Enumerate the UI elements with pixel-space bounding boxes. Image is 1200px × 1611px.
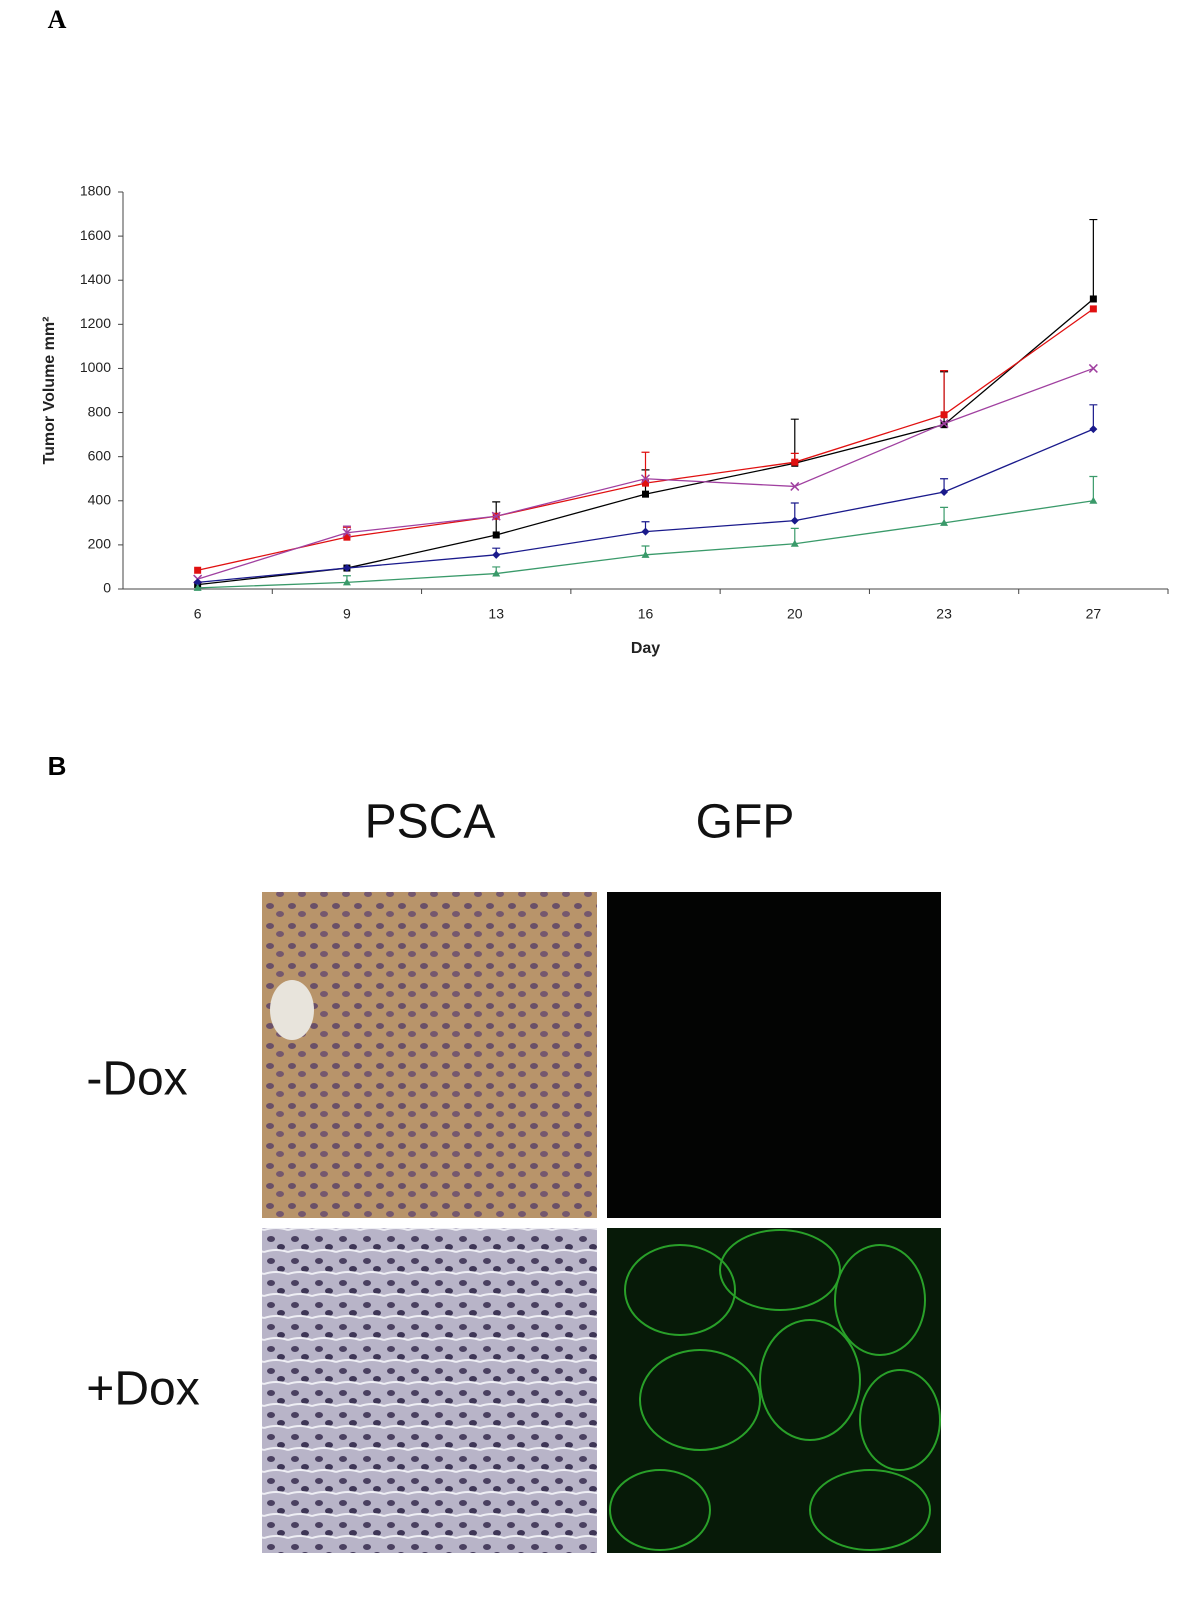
marker <box>194 566 202 574</box>
micrograph-detail <box>270 980 314 1040</box>
marker <box>1089 295 1097 303</box>
marker <box>642 479 649 487</box>
marker <box>193 578 202 587</box>
marker <box>342 564 351 573</box>
x-tick-label: 6 <box>194 606 202 622</box>
y-tick-label: 800 <box>88 403 112 419</box>
micrograph <box>262 892 597 1218</box>
x-tick-label: 27 <box>1086 606 1102 622</box>
marker <box>492 569 501 577</box>
x-tick-label: 13 <box>488 606 504 622</box>
marker <box>1089 496 1098 504</box>
y-tick-label: 1600 <box>80 227 111 243</box>
panel-label: A <box>48 5 67 34</box>
x-tick-label: 20 <box>787 606 803 622</box>
marker <box>640 474 651 484</box>
y-tick-label: 1000 <box>80 359 111 375</box>
marker <box>940 421 948 429</box>
marker <box>491 511 501 521</box>
y-axis-title: Tumor Volume mm² <box>41 317 58 465</box>
marker <box>790 539 799 547</box>
marker <box>641 527 650 536</box>
y-tick-label: 600 <box>88 447 112 463</box>
x-tick-label: 23 <box>936 606 952 622</box>
x-tick-label: 16 <box>638 606 654 622</box>
x-axis-title: Day <box>631 640 660 657</box>
marker <box>342 528 352 538</box>
y-tick-label: 400 <box>88 491 112 507</box>
micrograph <box>262 1228 597 1553</box>
series-line <box>197 298 1094 586</box>
micrograph <box>607 1228 941 1553</box>
micrograph-detail <box>609 1229 941 1551</box>
marker <box>492 550 501 559</box>
marker <box>1089 305 1097 313</box>
marker <box>343 533 351 541</box>
marker <box>641 550 650 558</box>
error-bar <box>1089 404 1098 430</box>
y-tick-label: 1400 <box>80 271 111 287</box>
panel-label: B <box>48 751 67 781</box>
marker <box>1088 363 1098 373</box>
row-label: -Dox <box>86 1053 187 1106</box>
marker <box>492 531 500 539</box>
marker <box>939 419 949 429</box>
marker <box>342 578 351 586</box>
y-tick-label: 1800 <box>80 183 111 199</box>
micrograph <box>607 892 941 1218</box>
error-bar <box>1089 475 1098 501</box>
marker <box>940 518 949 526</box>
marker <box>1089 425 1098 434</box>
y-tick-label: 200 <box>88 536 112 552</box>
x-tick-label: 9 <box>343 606 351 622</box>
error-bar <box>1089 218 1098 299</box>
marker <box>193 583 202 591</box>
marker <box>791 458 799 466</box>
column-label: GFP <box>696 796 795 849</box>
marker <box>790 481 800 491</box>
marker <box>642 490 649 498</box>
column-label: PSCA <box>365 796 496 849</box>
error-bar <box>940 370 949 415</box>
y-tick-label: 1200 <box>80 315 111 331</box>
y-tick-label: 0 <box>103 580 111 596</box>
error-bar <box>342 525 351 533</box>
marker <box>790 516 799 525</box>
row-label: +Dox <box>86 1363 199 1416</box>
marker <box>940 411 948 419</box>
series-line <box>197 500 1094 589</box>
marker <box>940 487 949 496</box>
